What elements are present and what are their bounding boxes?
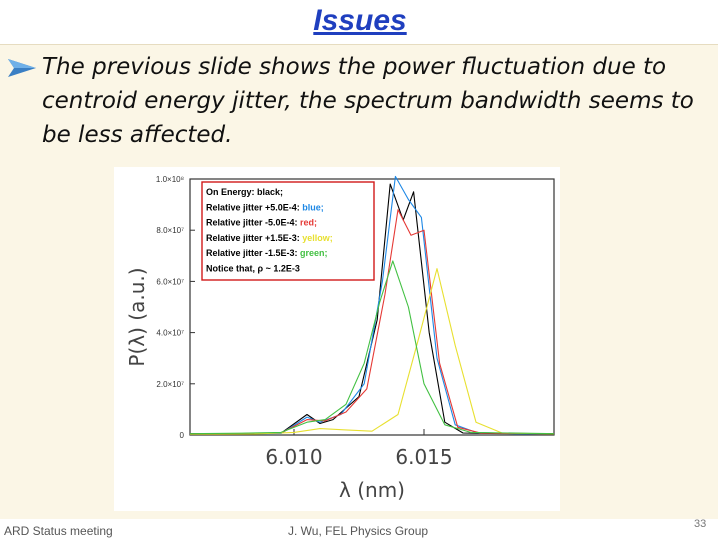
- footer-author: J. Wu, FEL Physics Group: [288, 524, 429, 538]
- plot-frame: [189, 178, 555, 436]
- x-tick-label: 6.015: [395, 445, 452, 469]
- page-number: 33: [694, 518, 707, 530]
- y-tick-label: 4.0×10⁷: [156, 329, 184, 338]
- series-line-4: [189, 260, 555, 435]
- spectrum-figure: 0 2.0×10⁷ 4.0×10⁷ 6.0×10⁷ 8.0×10⁷ 1.0×10⁸ 6.01…: [114, 167, 560, 511]
- x-tick-label: 6.010: [265, 445, 322, 469]
- y-tick-label: 1.0×10⁸: [156, 175, 184, 184]
- slide-title: Issues: [313, 4, 407, 37]
- legend-entry: Relative jitter -5.0E-4: red;: [206, 218, 317, 228]
- y-tick-label: 6.0×10⁷: [156, 277, 184, 286]
- y-tick-label: 8.0×10⁷: [156, 226, 184, 235]
- bullet-text: The previous slide shows the power fluct…: [42, 54, 694, 148]
- arrow-bullet-icon: [8, 59, 36, 77]
- legend-entry: Notice that, ρ ~ 1.2E-3: [206, 264, 300, 274]
- series-line-1: [189, 175, 555, 435]
- legend-box: [201, 181, 375, 281]
- legend-entry: Relative jitter -1.5E-3: green;: [206, 248, 328, 258]
- y-tick-label: 2.0×10⁷: [156, 380, 184, 389]
- legend-entry: Relative jitter +5.0E-4: blue;: [206, 202, 324, 212]
- y-axis-label: P(λ) (a.u.): [125, 267, 149, 366]
- footer-meeting: ARD Status meeting: [4, 524, 113, 538]
- legend-entry: On Energy: black;: [206, 187, 283, 197]
- x-axis-label: λ (nm): [339, 478, 405, 502]
- y-tick-label: 0: [180, 431, 185, 440]
- spectrum-chart: 0 2.0×10⁷ 4.0×10⁷ 6.0×10⁷ 8.0×10⁷ 1.0×10⁸ 6.01…: [125, 175, 555, 502]
- legend-entry: Relative jitter +1.5E-3: yellow;: [206, 233, 333, 243]
- series-line-3: [189, 268, 555, 435]
